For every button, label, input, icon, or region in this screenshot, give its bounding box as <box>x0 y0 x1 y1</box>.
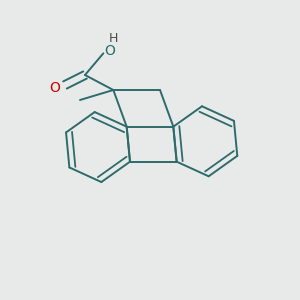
Text: H: H <box>109 32 118 46</box>
Text: O: O <box>50 81 60 95</box>
Text: O: O <box>104 44 115 58</box>
